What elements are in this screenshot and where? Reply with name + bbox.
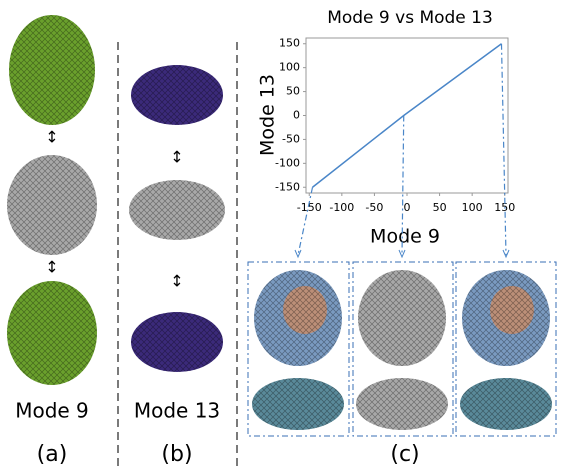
snapshot-frame bbox=[247, 261, 350, 437]
structure-texture bbox=[7, 281, 97, 385]
structure-texture bbox=[131, 65, 223, 125]
structure-texture bbox=[358, 270, 446, 366]
pointer-line bbox=[401, 115, 405, 256]
x-tick-label: -100 bbox=[329, 201, 354, 214]
structure-texture bbox=[356, 378, 448, 430]
arrow: ↕ bbox=[45, 128, 58, 147]
pointer-arrowhead bbox=[502, 249, 510, 259]
x-tick-label: -50 bbox=[365, 201, 383, 214]
panel-b: ↕ ↕ Mode 13 (b) bbox=[129, 65, 225, 467]
arrow: ↕ bbox=[45, 258, 58, 277]
structure-texture bbox=[9, 15, 95, 125]
pointer-arrowhead bbox=[294, 249, 302, 259]
x-tick-label: 0 bbox=[404, 201, 411, 214]
panel-label: (a) bbox=[37, 442, 68, 467]
structure-texture bbox=[462, 270, 550, 366]
mode-label: Mode 9 bbox=[15, 399, 89, 423]
arrow: ↕ bbox=[170, 272, 183, 291]
panel-label: (b) bbox=[161, 442, 192, 467]
structure-texture bbox=[7, 155, 97, 255]
panel-label: (c) bbox=[390, 442, 419, 467]
chart-title: Mode 9 vs Mode 13 bbox=[327, 8, 493, 28]
panel-c-images: (c) bbox=[247, 261, 557, 467]
structure-texture bbox=[252, 378, 344, 430]
y-tick-label: -100 bbox=[275, 156, 300, 169]
y-axis-label: Mode 13 bbox=[257, 74, 279, 156]
arrow: ↕ bbox=[170, 148, 183, 167]
snapshot-frame bbox=[352, 261, 454, 437]
structure-texture bbox=[129, 180, 225, 240]
line-series bbox=[312, 43, 502, 188]
x-tick-label: -150 bbox=[297, 201, 322, 214]
mode-label: Mode 13 bbox=[134, 399, 220, 423]
x-tick-label: 50 bbox=[433, 201, 447, 214]
structure-texture bbox=[131, 312, 223, 372]
pointer-arrowhead bbox=[398, 249, 406, 259]
y-tick-label: 150 bbox=[279, 37, 300, 50]
structure-texture bbox=[460, 378, 552, 430]
y-tick-label: -150 bbox=[275, 180, 300, 193]
x-axis-label: Mode 9 bbox=[370, 226, 440, 248]
y-tick-label: 0 bbox=[293, 109, 300, 122]
pointer-line bbox=[297, 187, 314, 256]
panel-a: ↕ ↕ Mode 9 (a) bbox=[7, 15, 97, 467]
pointer-line bbox=[500, 43, 507, 256]
y-tick-label: 100 bbox=[279, 61, 300, 74]
snapshot-frame bbox=[455, 261, 557, 437]
x-tick-label: 100 bbox=[462, 201, 483, 214]
y-tick-label: -50 bbox=[282, 132, 300, 145]
structure-texture bbox=[254, 270, 342, 366]
y-tick-label: 50 bbox=[286, 85, 300, 98]
